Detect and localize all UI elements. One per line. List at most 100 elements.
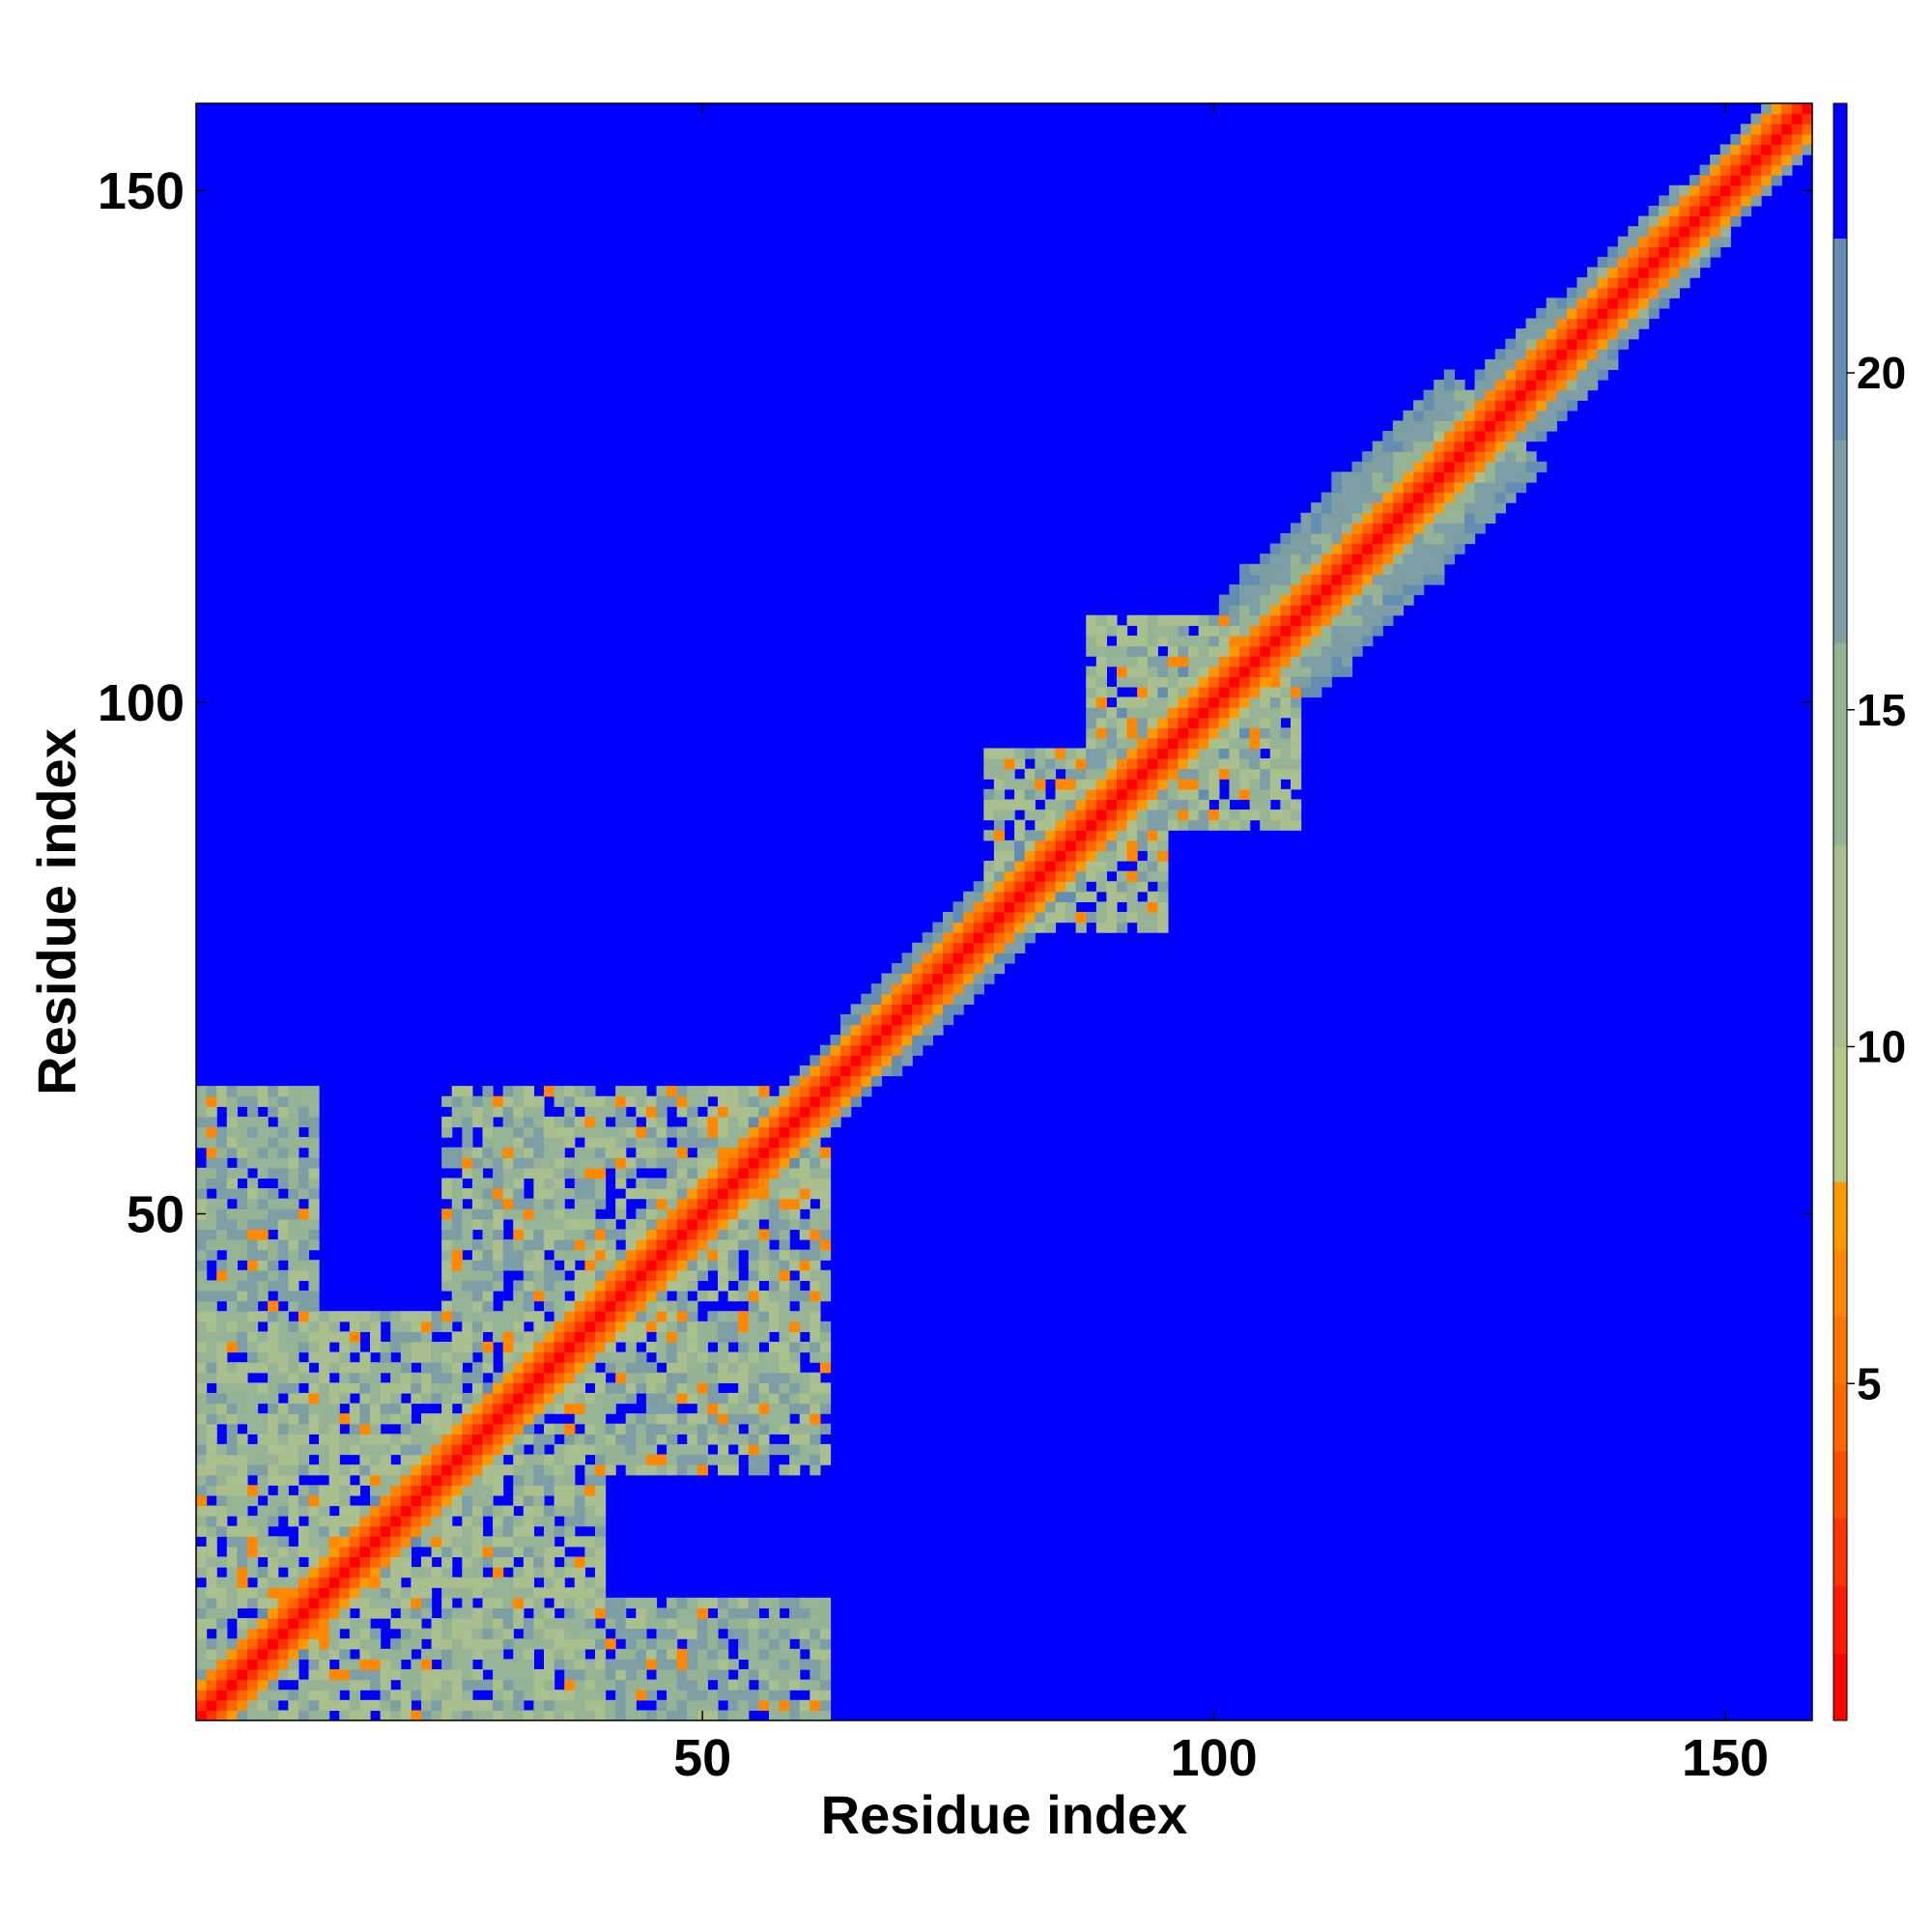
heatmap-cell [206,1300,217,1312]
heatmap-cell [605,1137,616,1149]
heatmap-cell [268,1392,279,1405]
heatmap-cell [1095,625,1107,637]
heatmap-cell [696,1454,709,1465]
heatmap-cell [564,1659,576,1670]
heatmap-cell [482,1188,494,1200]
heatmap-cell [206,1546,217,1558]
heatmap-cell [687,1628,698,1639]
heatmap-cell [1280,563,1292,575]
heatmap-cell [605,1321,616,1332]
heatmap-cell [257,1208,269,1220]
heatmap-cell [564,1188,576,1200]
heatmap-cell [298,1239,310,1251]
heatmap-cell [206,1710,217,1721]
heatmap-cell [462,1607,473,1619]
heatmap-cell [1443,410,1455,422]
heatmap-cell [502,1260,514,1271]
heatmap-cell [1659,236,1670,247]
heatmap-cell [830,1116,841,1128]
heatmap-cell [983,973,995,984]
heatmap-cell [1434,440,1445,452]
heatmap-cell [1004,922,1015,933]
heatmap-cell [584,1577,596,1588]
heatmap-cell [502,1587,514,1599]
heatmap-cell [544,1474,555,1486]
heatmap-cell [471,1464,484,1476]
heatmap-cell [298,1218,310,1231]
heatmap-cell [1157,758,1169,770]
heatmap-cell [451,1229,463,1240]
heatmap-cell [1423,451,1435,463]
heatmap-cell [1566,380,1578,391]
heatmap-cell [727,1126,739,1138]
heatmap-cell [922,1035,933,1046]
heatmap-cell [1351,625,1363,637]
heatmap-cell [196,1648,208,1661]
heatmap-cell [462,1095,473,1107]
heatmap-cell [1290,605,1302,616]
heatmap-cell [667,1178,678,1189]
heatmap-cell [727,1392,739,1405]
heatmap-cell [1198,799,1209,810]
heatmap-cell [758,1372,770,1383]
heatmap-cell [1648,205,1660,217]
heatmap-cell [359,1669,371,1681]
heatmap-cell [431,1679,442,1690]
heatmap-cell [339,1525,351,1537]
heatmap-cell [584,1362,596,1374]
heatmap-cell [1434,410,1445,422]
heatmap-cell [810,1710,821,1721]
heatmap-cell [349,1556,361,1568]
heatmap-cell [370,1485,382,1496]
heatmap-cell [544,1229,555,1240]
heatmap-cell [246,1403,259,1414]
heatmap-cell [789,1362,801,1374]
heatmap-cell [328,1638,340,1650]
heatmap-cell [605,1157,616,1169]
heatmap-cell [789,1188,801,1200]
heatmap-cell [1004,758,1015,770]
heatmap-cell [1167,799,1179,810]
heatmap-cell [544,1372,555,1383]
heatmap-cell [727,1454,739,1465]
heatmap-cell [544,1126,555,1138]
heatmap-cell [564,1086,576,1097]
heatmap-cell [288,1198,299,1209]
heatmap-cell [390,1669,402,1681]
heatmap-cell [400,1567,412,1578]
heatmap-cell [758,1178,770,1189]
heatmap-cell [1290,696,1302,708]
heatmap-cell [1372,543,1383,554]
heatmap-cell [1147,891,1158,902]
heatmap-cell [237,1392,248,1405]
heatmap-cell [564,1351,576,1363]
heatmap-cell [554,1392,565,1405]
heatmap-cell [523,1382,535,1394]
heatmap-cell [257,1434,269,1445]
heatmap-cell [471,1413,484,1425]
heatmap-cell [1403,574,1414,585]
heatmap-cell [676,1280,688,1292]
heatmap-cell [696,1351,709,1363]
heatmap-cell [718,1597,729,1609]
heatmap-cell [1178,666,1189,677]
heatmap-cell [1474,431,1486,442]
heatmap-cell [615,1229,627,1240]
heatmap-cell [1331,583,1343,596]
heatmap-cell [196,1106,208,1118]
heatmap-cell [328,1618,340,1630]
heatmap-cell [768,1699,781,1711]
heatmap-cell [1679,205,1690,217]
heatmap-cell [718,1454,729,1465]
heatmap-cell [1024,861,1036,872]
heatmap-cell [216,1291,228,1302]
heatmap-cell [1761,175,1773,186]
heatmap-cell [216,1137,228,1149]
heatmap-cell [319,1372,330,1383]
heatmap-cell [1106,686,1118,698]
heatmap-cell [942,912,954,923]
heatmap-cell [431,1699,442,1711]
heatmap-cell [779,1392,790,1405]
heatmap-cell [1116,656,1128,668]
heatmap-cell [707,1147,719,1158]
